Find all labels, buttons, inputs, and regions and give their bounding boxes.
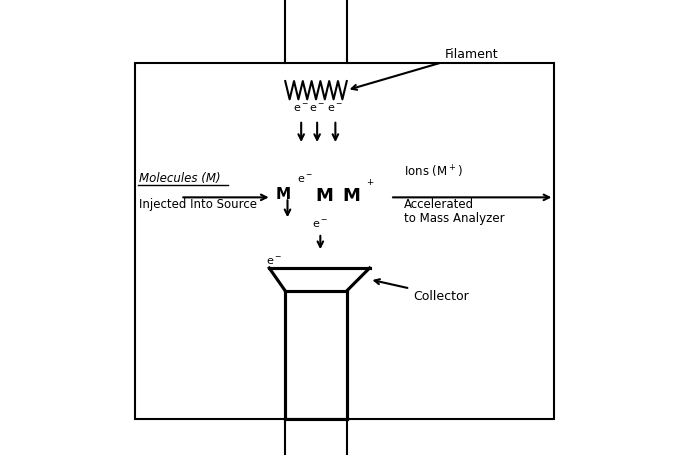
Text: $\mathbf{M}$: $\mathbf{M}$: [315, 187, 333, 205]
Text: e$^-$: e$^-$: [327, 103, 343, 114]
Text: e$^-$: e$^-$: [309, 103, 325, 114]
Text: Ions (M$^+$): Ions (M$^+$): [404, 163, 462, 180]
Text: Filament: Filament: [351, 48, 498, 91]
Bar: [135, 64, 554, 419]
Text: Collector: Collector: [375, 279, 469, 302]
Text: Accelerated: Accelerated: [404, 198, 474, 211]
Text: e$^-$: e$^-$: [293, 103, 309, 114]
Text: Molecules (M): Molecules (M): [139, 171, 221, 184]
Text: e$^-$: e$^-$: [297, 173, 313, 184]
Text: e$^-$: e$^-$: [312, 219, 329, 230]
Text: Injected Into Source: Injected Into Source: [139, 198, 257, 211]
Text: to Mass Analyzer: to Mass Analyzer: [404, 212, 504, 225]
Text: e$^-$: e$^-$: [266, 255, 282, 266]
Text: $\mathbf{M}$: $\mathbf{M}$: [342, 187, 360, 205]
Text: $^+$: $^+$: [365, 178, 376, 191]
Text: $\mathbf{M}$: $\mathbf{M}$: [275, 185, 291, 202]
